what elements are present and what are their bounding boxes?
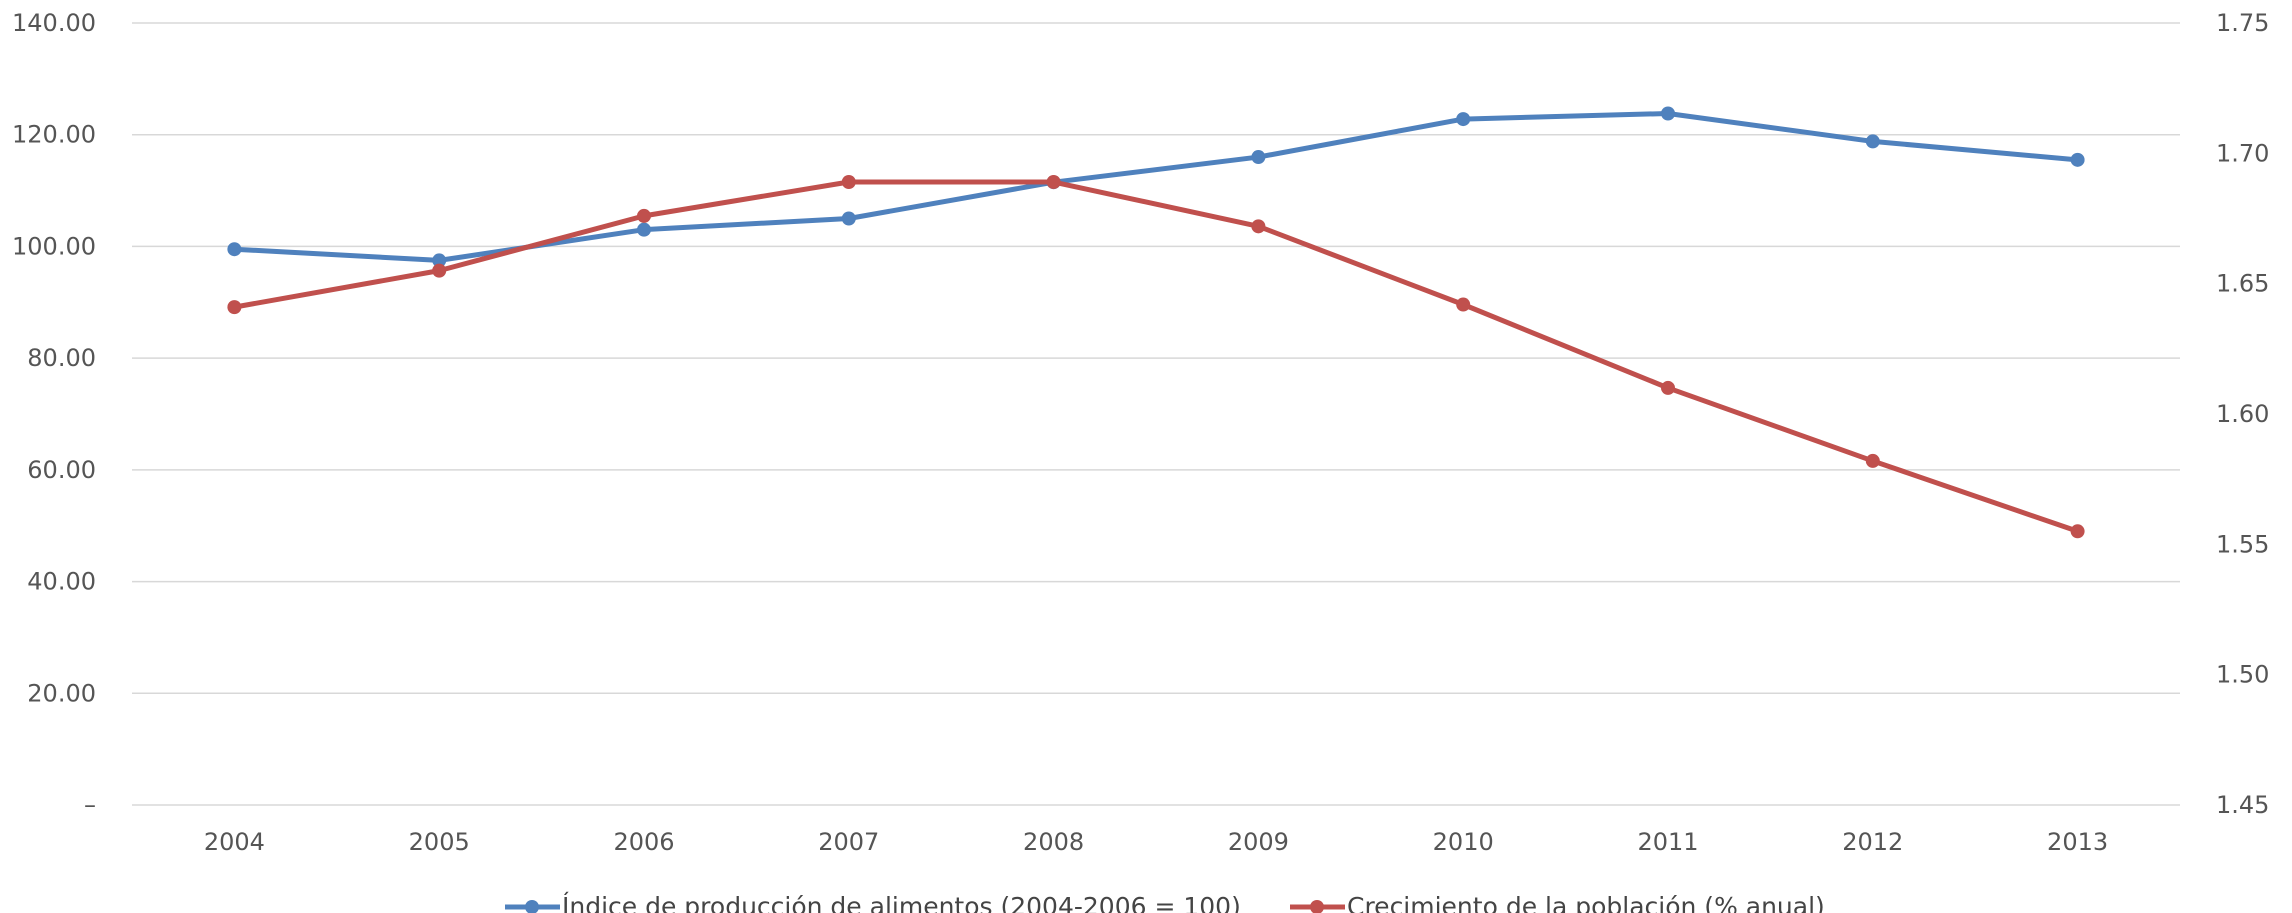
data-point[interactable]: [1661, 380, 1675, 395]
legend-item-food-production[interactable]: Índice de producción de alimentos (2004-…: [505, 892, 1241, 913]
data-point[interactable]: [841, 211, 856, 226]
left-tick-label: 40.00: [27, 568, 96, 596]
data-point[interactable]: [637, 222, 651, 237]
data-point[interactable]: [432, 253, 447, 268]
right-axis-tick-labels: 1.45 1.50 1.55 1.60 1.65 1.70 1.75: [2216, 9, 2269, 819]
x-tick-label: 2013: [2047, 828, 2108, 856]
data-point[interactable]: [2070, 152, 2085, 167]
x-tick-label: 2009: [1228, 828, 1289, 856]
data-point[interactable]: [1456, 112, 1471, 127]
data-point[interactable]: [1456, 297, 1471, 312]
legend-swatch-marker: [525, 900, 539, 913]
right-tick-label: 1.50: [2216, 661, 2269, 689]
data-point[interactable]: [1251, 219, 1266, 234]
x-tick-label: 2004: [204, 828, 265, 856]
right-tick-label: 1.75: [2216, 9, 2269, 37]
left-tick-label: 140.00: [12, 9, 96, 37]
series-0: [227, 106, 2085, 268]
series-1: [227, 175, 2085, 539]
x-tick-label: 2005: [409, 828, 470, 856]
data-point[interactable]: [2070, 524, 2085, 539]
x-tick-label: 2008: [1023, 828, 1084, 856]
x-tick-label: 2012: [1842, 828, 1903, 856]
legend-item-population-growth[interactable]: Crecimiento de la población (% anual): [1290, 892, 1825, 913]
x-tick-label: 2011: [1637, 828, 1698, 856]
left-tick-label: 20.00: [27, 679, 96, 707]
right-tick-label: 1.70: [2216, 139, 2269, 167]
x-tick-label: 2010: [1433, 828, 1494, 856]
data-point[interactable]: [841, 175, 856, 190]
right-tick-label: 1.65: [2216, 270, 2269, 298]
right-tick-label: 1.45: [2216, 791, 2269, 819]
data-point[interactable]: [637, 208, 651, 223]
legend-label: Índice de producción de alimentos (2004-…: [562, 892, 1241, 913]
legend-label: Crecimiento de la población (% anual): [1347, 892, 1825, 913]
left-tick-label: 60.00: [27, 456, 96, 484]
data-point[interactable]: [227, 242, 242, 257]
x-tick-label: 2007: [818, 828, 879, 856]
data-point[interactable]: [1865, 134, 1880, 149]
right-tick-label: 1.55: [2216, 530, 2269, 558]
legend: Índice de producción de alimentos (2004-…: [505, 892, 1825, 913]
gridlines: [132, 22, 2180, 806]
left-tick-label: –: [84, 791, 96, 819]
data-point[interactable]: [1251, 150, 1266, 165]
left-tick-label: 100.00: [12, 232, 96, 260]
data-point[interactable]: [432, 263, 447, 278]
data-point[interactable]: [1865, 453, 1880, 468]
x-tick-label: 2006: [613, 828, 674, 856]
data-point[interactable]: [1661, 106, 1675, 121]
right-tick-label: 1.60: [2216, 400, 2269, 428]
left-tick-label: 120.00: [12, 121, 96, 149]
series-line: [233, 179, 2079, 534]
series-lines: [227, 106, 2085, 539]
left-axis-tick-labels: – 20.00 40.00 60.00 80.00 100.00 120.00 140.00: [12, 9, 96, 819]
data-point[interactable]: [1046, 175, 1061, 190]
x-axis-tick-labels: 2004 2005 2006 2007 2008 2009 2010 2011 2012 2013: [204, 828, 2108, 856]
left-tick-label: 80.00: [27, 344, 96, 372]
legend-swatch-marker: [1310, 900, 1324, 913]
data-point[interactable]: [227, 300, 242, 315]
series-line: [234, 110, 2078, 263]
